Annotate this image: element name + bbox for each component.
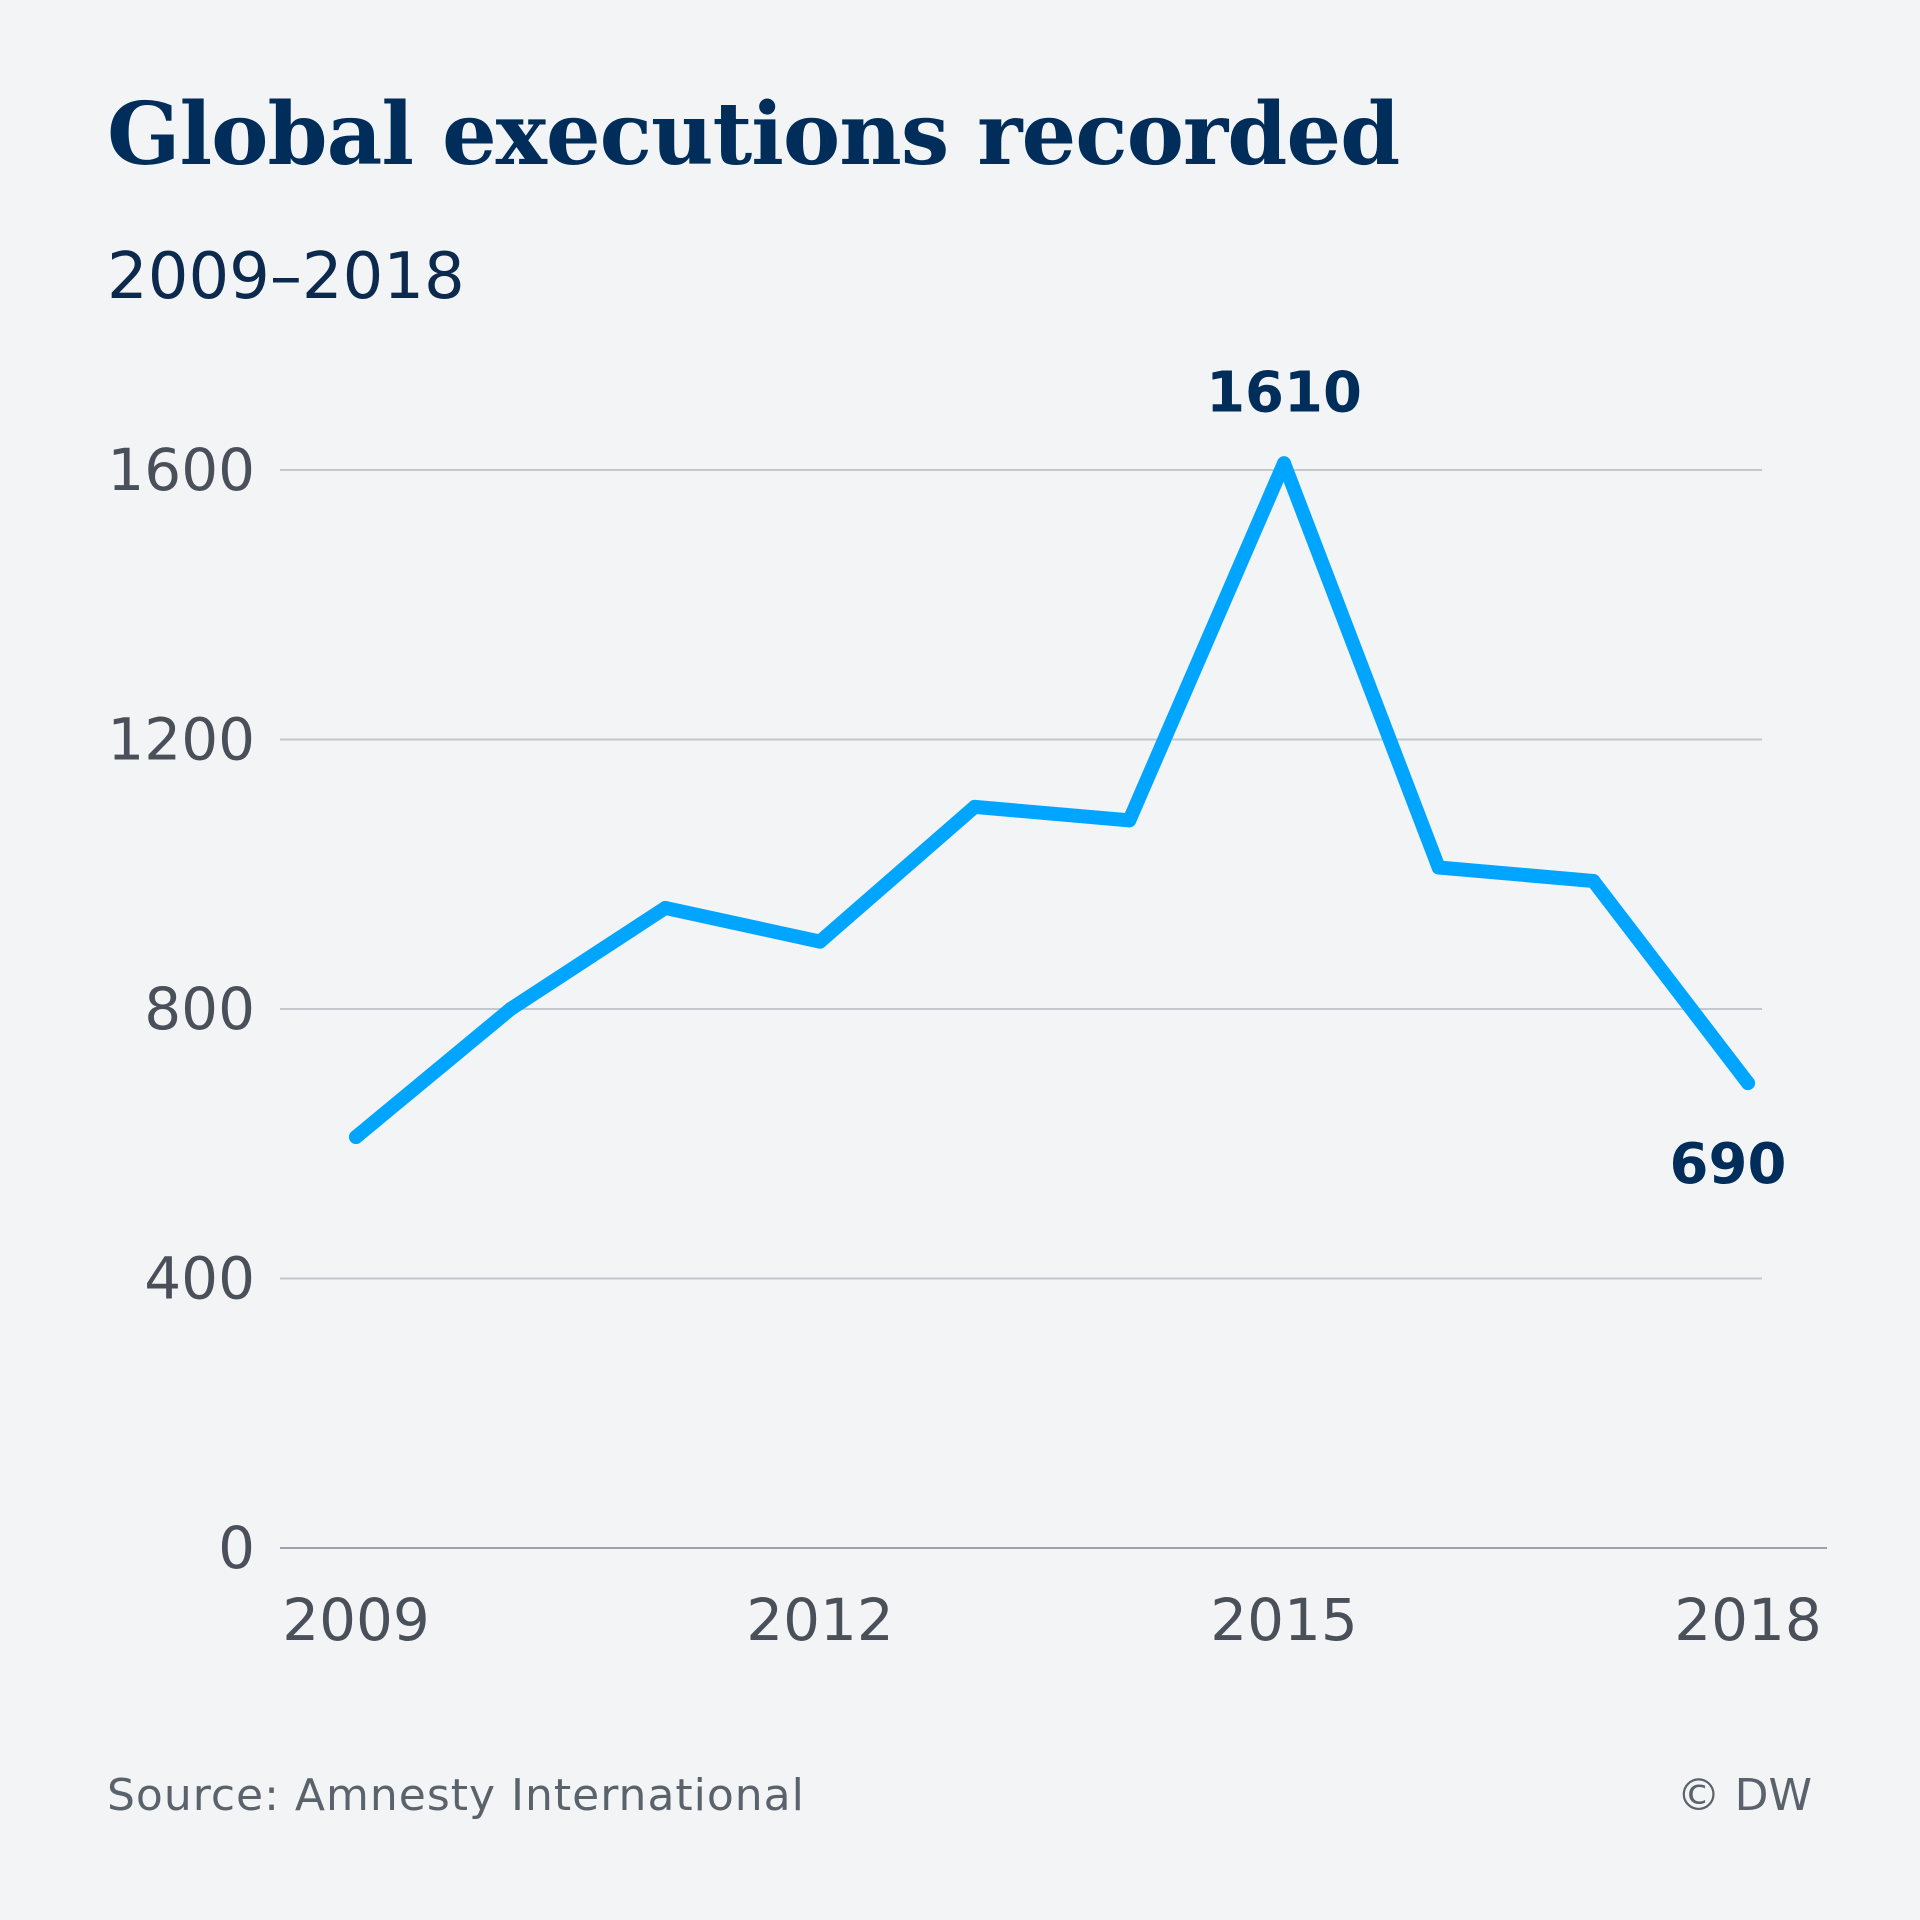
source-note: Source: Amnesty International — [107, 1770, 805, 1821]
x-axis-ticks: 2009 2012 2015 2018 — [282, 1586, 1822, 1654]
x-tick-label: 2009 — [282, 1586, 430, 1654]
x-tick-label: 2012 — [746, 1586, 894, 1654]
chart-subtitle: 2009–2018 — [107, 240, 465, 314]
data-point — [1277, 456, 1291, 471]
data-point — [967, 799, 982, 814]
data-label: 690 — [1670, 1132, 1787, 1197]
y-tick-label: 800 — [144, 975, 255, 1043]
series-line — [349, 456, 1755, 1145]
chart-title: Global executions recorded — [107, 84, 1400, 185]
data-point — [1741, 1076, 1755, 1091]
data-point — [1431, 860, 1446, 875]
y-tick-label: 1200 — [107, 706, 255, 774]
data-point — [813, 934, 827, 949]
x-tick-label: 2018 — [1674, 1586, 1822, 1654]
dw-credit: © DW — [1676, 1770, 1812, 1821]
y-tick-label: 400 — [144, 1245, 255, 1313]
data-label: 1610 — [1206, 360, 1362, 425]
series-layer — [349, 456, 1755, 1145]
y-axis-ticks: 0 400 800 1200 1600 — [107, 436, 255, 1582]
x-tick-label: 2015 — [1210, 1586, 1358, 1654]
data-point — [503, 1002, 518, 1016]
y-tick-label: 1600 — [107, 436, 255, 504]
grid-lines — [280, 469, 1827, 1549]
annotations: 1610 690 — [1206, 360, 1786, 1197]
data-point — [658, 900, 673, 915]
data-point — [1122, 813, 1137, 828]
data-point — [1586, 873, 1601, 888]
data-point — [349, 1130, 363, 1145]
y-tick-label: 0 — [218, 1514, 255, 1582]
